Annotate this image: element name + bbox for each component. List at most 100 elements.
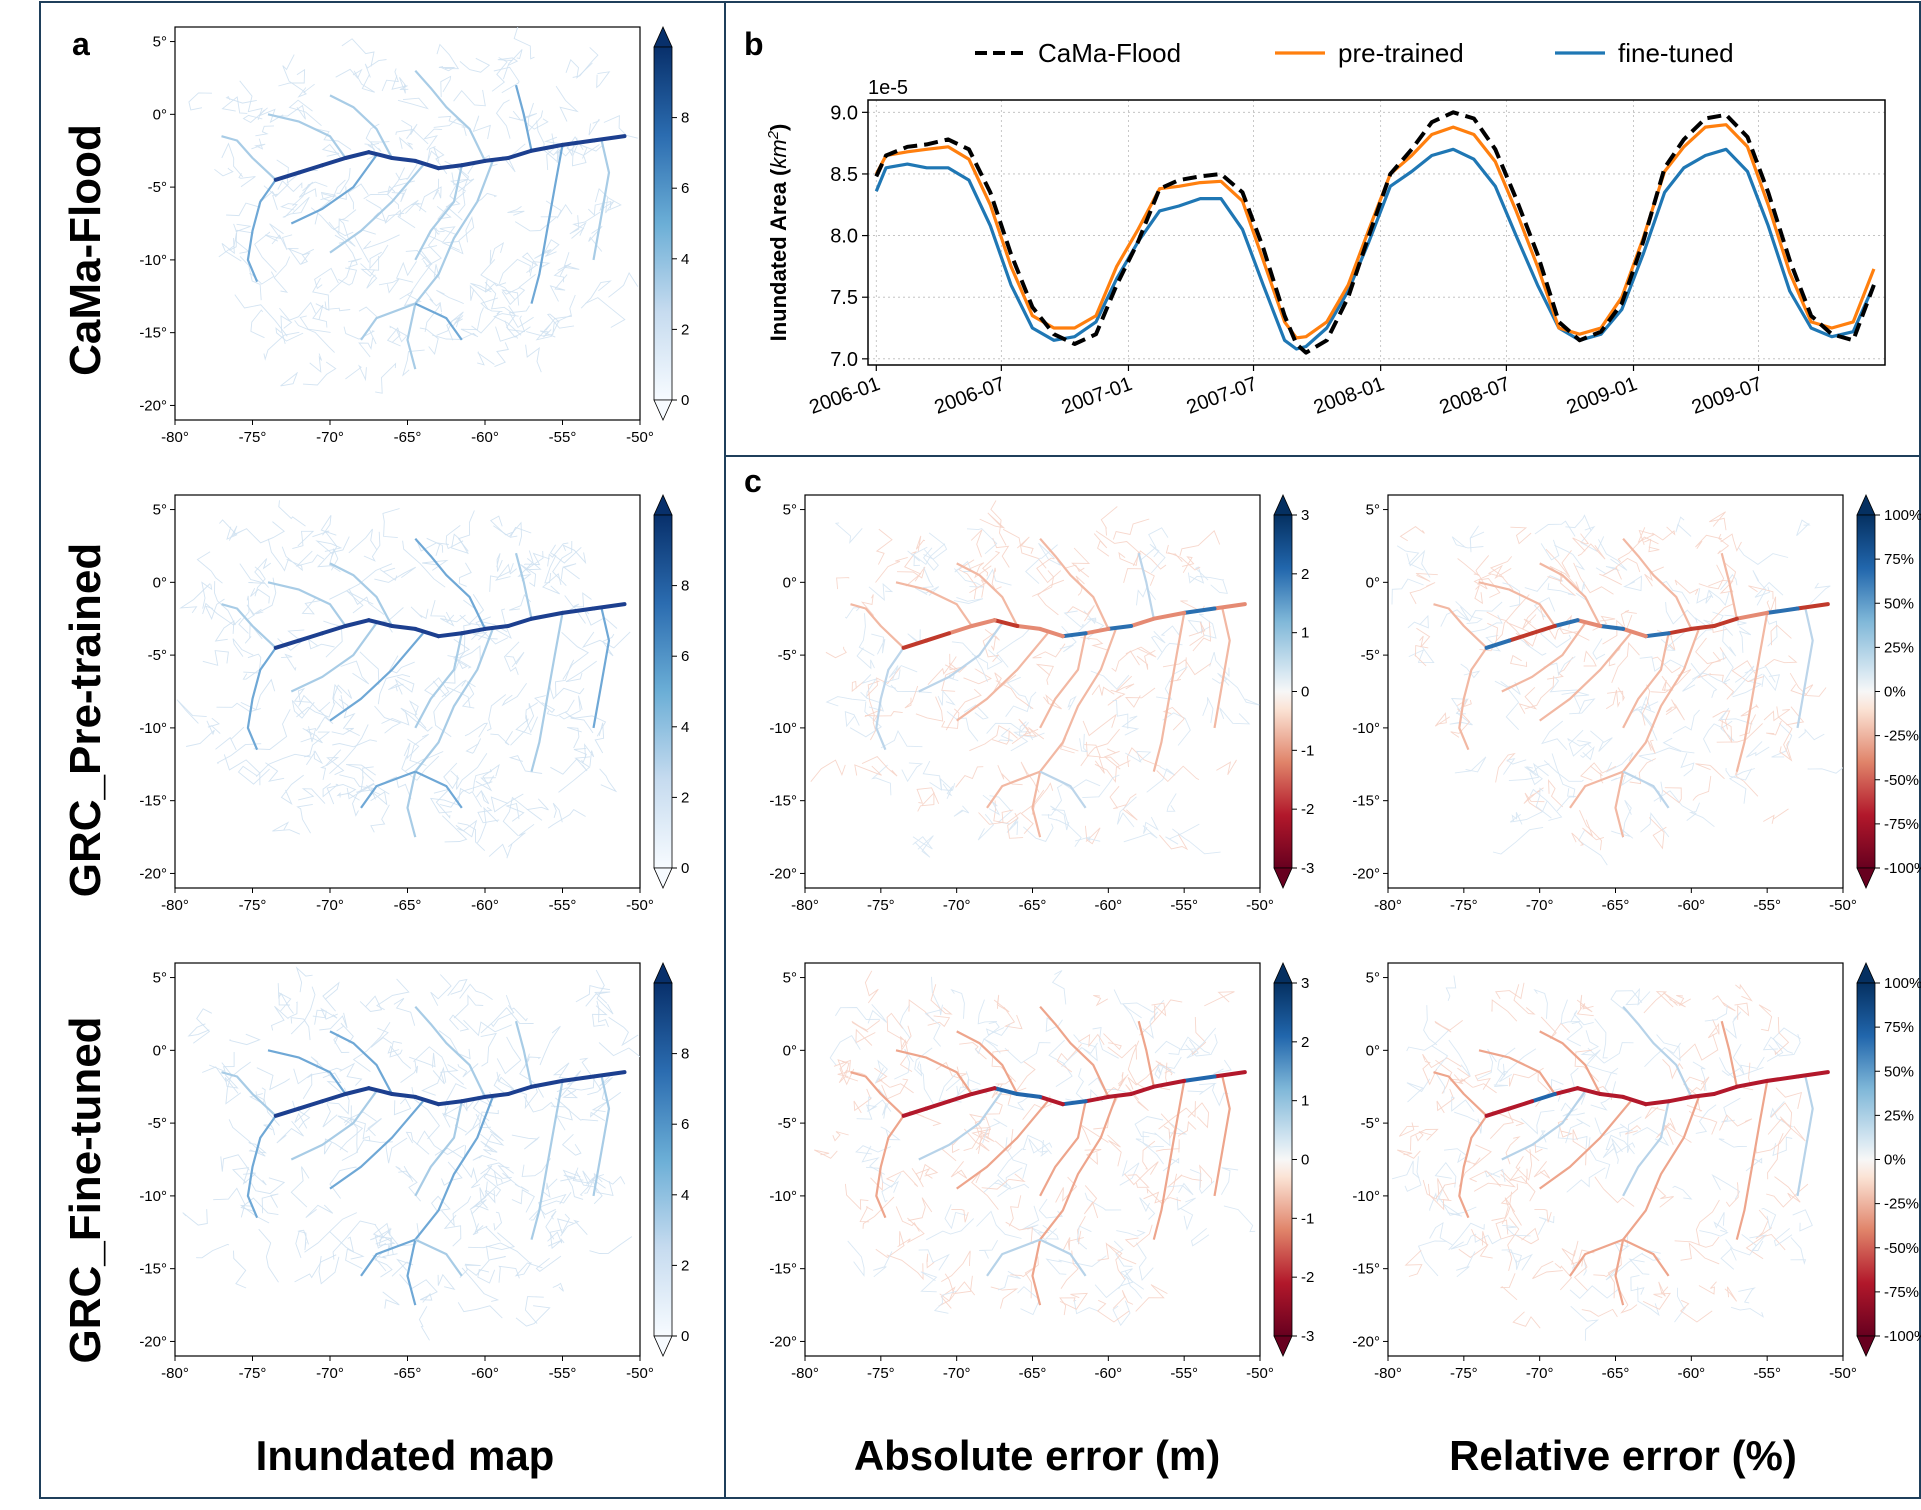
minor-stream — [1675, 516, 1692, 537]
minor-stream — [422, 128, 443, 151]
minor-stream — [1755, 1128, 1792, 1154]
minor-stream — [900, 1025, 912, 1051]
minor-stream — [234, 294, 288, 337]
minor-stream — [345, 764, 376, 782]
minor-stream — [1198, 613, 1217, 639]
minor-stream — [970, 529, 983, 558]
minor-stream — [514, 216, 558, 232]
minor-stream — [1499, 1273, 1518, 1301]
minor-stream — [216, 702, 261, 713]
minor-stream — [1547, 779, 1564, 808]
main-channel — [390, 624, 418, 631]
lon-tick-label: -55° — [1753, 897, 1781, 914]
map-frame — [804, 962, 1261, 1357]
minor-stream — [1204, 991, 1235, 1007]
tributary — [1622, 1005, 1693, 1098]
minor-stream — [963, 704, 989, 720]
minor-stream — [280, 371, 298, 387]
main-channel — [390, 1092, 418, 1099]
minor-stream — [1644, 566, 1664, 587]
minor-stream — [1406, 1029, 1450, 1052]
minor-stream — [370, 1228, 392, 1242]
minor-stream — [1038, 542, 1062, 566]
minor-stream — [510, 703, 535, 746]
minor-stream — [1431, 1045, 1449, 1094]
minor-stream — [207, 717, 221, 734]
minor-stream — [399, 290, 422, 307]
tributary — [414, 537, 486, 630]
minor-stream — [1589, 765, 1604, 784]
lon-tick-label: -80° — [161, 1365, 189, 1382]
minor-stream — [1605, 752, 1634, 773]
lat-tick-label: -5° — [148, 1115, 167, 1132]
minor-stream — [1491, 1197, 1516, 1221]
minor-stream — [880, 1126, 901, 1141]
lon-tick-label: -70° — [943, 1365, 971, 1382]
minor-stream — [1745, 741, 1770, 758]
minor-stream — [221, 142, 244, 178]
main-channel — [297, 163, 325, 175]
panel-letter-b: b — [744, 26, 764, 62]
main-channel — [969, 1086, 997, 1096]
tributary — [1539, 1030, 1602, 1095]
minor-stream — [457, 1063, 479, 1078]
minor-stream — [1702, 723, 1723, 753]
minor-stream — [438, 115, 467, 137]
minor-stream — [1090, 670, 1130, 690]
minor-stream — [1566, 1167, 1606, 1193]
minor-stream — [585, 991, 611, 1007]
minor-stream — [981, 1173, 1026, 1190]
minor-stream — [419, 245, 438, 265]
minor-stream — [861, 1145, 886, 1175]
column-title-inundated: Inundated map — [256, 1432, 555, 1479]
minor-stream — [281, 546, 303, 572]
minor-stream — [1674, 1236, 1720, 1248]
minor-stream — [1080, 728, 1120, 767]
minor-stream — [1622, 799, 1632, 838]
main-channel — [459, 1094, 487, 1104]
colorbar-relative: 100%75%50%25%0%-25%-50%-75%-100% — [1856, 962, 1921, 1357]
minor-stream — [405, 1131, 430, 1155]
minor-stream — [493, 1211, 503, 1231]
colorbar-gradient — [653, 46, 673, 401]
minor-stream — [923, 567, 934, 589]
minor-stream — [424, 677, 450, 698]
minor-stream — [1674, 1287, 1687, 1323]
lon-tick-label: -50° — [626, 897, 654, 914]
tributary — [1039, 770, 1087, 809]
lon-tick-label: -70° — [316, 897, 344, 914]
minor-stream — [1735, 983, 1753, 1002]
minor-stream — [1764, 655, 1798, 667]
minor-stream — [901, 762, 924, 783]
minor-stream — [603, 115, 638, 139]
minor-stream — [1520, 1109, 1555, 1135]
minor-stream — [472, 1154, 498, 1161]
minor-stream — [393, 997, 416, 1026]
minor-stream — [288, 99, 322, 127]
minor-stream — [270, 1005, 289, 1031]
map-frame — [174, 26, 641, 421]
lat-tick-label: -15° — [139, 793, 167, 810]
minor-stream — [1637, 1286, 1660, 1317]
minor-stream — [466, 1256, 506, 1277]
minor-stream — [983, 1167, 1023, 1193]
lon-tick-label: -50° — [1246, 1365, 1274, 1382]
minor-stream — [434, 1145, 467, 1160]
minor-stream — [232, 1167, 256, 1185]
minor-stream — [864, 708, 882, 741]
minor-stream — [253, 709, 291, 750]
minor-stream — [844, 607, 861, 619]
minor-stream — [1722, 624, 1737, 657]
series-pre-trained — [874, 123, 1876, 340]
tributary — [267, 1049, 347, 1095]
minor-stream — [542, 573, 562, 595]
main-channel — [901, 1106, 929, 1118]
minor-stream — [881, 1078, 909, 1100]
minor-stream — [1704, 1004, 1728, 1022]
minor-stream — [1146, 766, 1176, 793]
minor-stream — [915, 696, 944, 722]
y-tick-label: 9.0 — [830, 102, 858, 124]
minor-stream — [388, 655, 415, 674]
minor-stream — [835, 1007, 881, 1020]
